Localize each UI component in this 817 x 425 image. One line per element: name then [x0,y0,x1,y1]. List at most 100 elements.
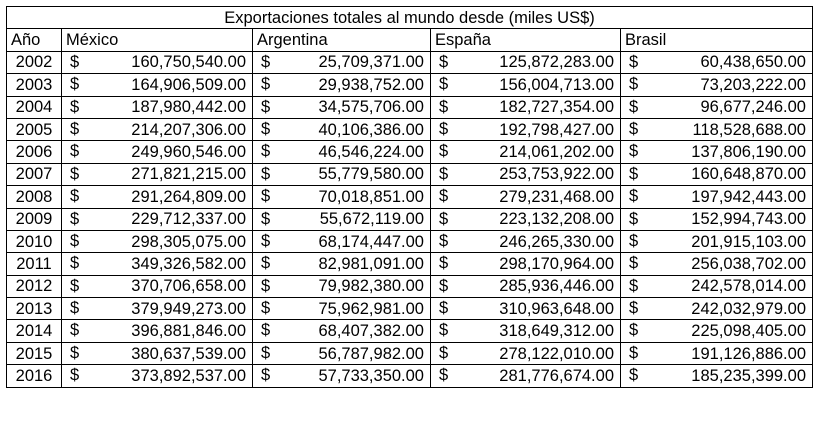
currency-symbol: $ [70,299,80,318]
mexico-value-cell[interactable]: $298,305,075.00 [61,229,253,254]
amount-value: 349,326,582.00 [131,254,246,273]
year-cell[interactable]: 2006 [6,140,62,164]
argentina-value-cell[interactable]: $82,981,091.00 [252,252,431,276]
brasil-value-cell[interactable]: $185,235,399.00 [620,364,813,388]
mexico-value-cell[interactable]: $271,821,215.00 [61,162,253,187]
year-cell[interactable]: 2003 [6,73,62,97]
brasil-value-cell[interactable]: $96,677,246.00 [620,95,813,119]
amount-value: 229,712,337.00 [131,210,246,229]
argentina-value-cell[interactable]: $55,672,119.00 [252,207,431,231]
currency-symbol: $ [439,343,449,362]
argentina-value-cell[interactable]: $55,779,580.00 [252,162,431,187]
brasil-value-cell[interactable]: $160,648,870.00 [620,162,813,187]
brasil-value-cell[interactable]: $118,528,688.00 [620,117,813,142]
amount-value: 40,106,386.00 [318,120,424,139]
argentina-value-cell[interactable]: $34,575,706.00 [252,95,431,119]
header-argentina[interactable]: Argentina [252,28,431,52]
argentina-value-cell[interactable]: $68,407,382.00 [252,319,431,343]
brasil-value-cell[interactable]: $242,578,014.00 [620,274,813,299]
espana-value-cell[interactable]: $285,936,446.00 [430,274,621,299]
espana-value-cell[interactable]: $246,265,330.00 [430,229,621,254]
year-cell[interactable]: 2011 [6,252,62,276]
currency-symbol: $ [439,366,449,385]
argentina-value-cell[interactable]: $25,709,371.00 [252,50,431,75]
argentina-value-cell[interactable]: $68,174,447.00 [252,229,431,254]
espana-value-cell[interactable]: $182,727,354.00 [430,95,621,119]
espana-value-cell[interactable]: $281,776,674.00 [430,364,621,388]
brasil-value-cell[interactable]: $201,915,103.00 [620,229,813,254]
mexico-value-cell[interactable]: $396,881,846.00 [61,319,253,343]
year-cell[interactable]: 2002 [6,50,62,75]
mexico-value-cell[interactable]: $229,712,337.00 [61,207,253,231]
mexico-value-cell[interactable]: $187,980,442.00 [61,95,253,119]
amount-value: 46,546,224.00 [318,143,424,162]
year-cell[interactable]: 2016 [6,364,62,388]
currency-symbol: $ [261,231,271,250]
brasil-value-cell[interactable]: $197,942,443.00 [620,185,813,209]
mexico-value-cell[interactable]: $160,750,540.00 [61,50,253,75]
year-cell[interactable]: 2009 [6,207,62,231]
currency-symbol: $ [439,276,449,295]
mexico-value-cell[interactable]: $349,326,582.00 [61,252,253,276]
year-cell[interactable]: 2010 [6,229,62,254]
brasil-value-cell[interactable]: $152,994,743.00 [620,207,813,231]
brasil-value-cell[interactable]: $256,038,702.00 [620,252,813,276]
table-row: 2007 $271,821,215.00 $55,779,580.00 $253,75… [6,162,813,187]
header-year[interactable]: Año [6,28,62,52]
year-cell[interactable]: 2004 [6,95,62,119]
espana-value-cell[interactable]: $318,649,312.00 [430,319,621,343]
header-mexico[interactable]: México [61,28,253,52]
argentina-value-cell[interactable]: $29,938,752.00 [252,73,431,97]
year-cell[interactable]: 2007 [6,162,62,187]
year-cell[interactable]: 2012 [6,274,62,299]
table-title[interactable]: Exportaciones totales al mundo desde (mi… [6,5,813,30]
brasil-value-cell[interactable]: $137,806,190.00 [620,140,813,164]
espana-value-cell[interactable]: $156,004,713.00 [430,73,621,97]
espana-value-cell[interactable]: $310,963,648.00 [430,297,621,321]
mexico-value-cell[interactable]: $214,207,306.00 [61,117,253,142]
amount-value: 223,132,208.00 [499,210,614,229]
year-cell[interactable]: 2014 [6,319,62,343]
espana-value-cell[interactable]: $298,170,964.00 [430,252,621,276]
espana-value-cell[interactable]: $214,061,202.00 [430,140,621,164]
espana-value-cell[interactable]: $192,798,427.00 [430,117,621,142]
brasil-value-cell[interactable]: $60,438,650.00 [620,50,813,75]
amount-value: 164,906,509.00 [131,75,246,94]
header-brasil[interactable]: Brasil [620,28,813,52]
header-row: Año México Argentina España Brasil [6,28,813,52]
mexico-value-cell[interactable]: $164,906,509.00 [61,73,253,97]
espana-value-cell[interactable]: $253,753,922.00 [430,162,621,187]
currency-symbol: $ [261,142,271,161]
year-cell[interactable]: 2015 [6,341,62,366]
currency-symbol: $ [629,231,639,250]
argentina-value-cell[interactable]: $40,106,386.00 [252,117,431,142]
year-cell[interactable]: 2008 [6,185,62,209]
mexico-value-cell[interactable]: $373,892,537.00 [61,364,253,388]
argentina-value-cell[interactable]: $57,733,350.00 [252,364,431,388]
brasil-value-cell[interactable]: $242,032,979.00 [620,297,813,321]
argentina-value-cell[interactable]: $70,018,851.00 [252,185,431,209]
argentina-value-cell[interactable]: $79,982,380.00 [252,274,431,299]
currency-symbol: $ [629,97,639,116]
currency-symbol: $ [261,254,271,273]
mexico-value-cell[interactable]: $291,264,809.00 [61,185,253,209]
year-cell[interactable]: 2005 [6,117,62,142]
brasil-value-cell[interactable]: $73,203,222.00 [620,73,813,97]
mexico-value-cell[interactable]: $249,960,546.00 [61,140,253,164]
header-espana[interactable]: España [430,28,621,52]
espana-value-cell[interactable]: $125,872,283.00 [430,50,621,75]
argentina-value-cell[interactable]: $75,962,981.00 [252,297,431,321]
currency-symbol: $ [261,321,271,340]
year-cell[interactable]: 2013 [6,297,62,321]
mexico-value-cell[interactable]: $380,637,539.00 [61,341,253,366]
espana-value-cell[interactable]: $223,132,208.00 [430,207,621,231]
currency-symbol: $ [439,97,449,116]
mexico-value-cell[interactable]: $370,706,658.00 [61,274,253,299]
espana-value-cell[interactable]: $278,122,010.00 [430,341,621,366]
argentina-value-cell[interactable]: $56,787,982.00 [252,341,431,366]
espana-value-cell[interactable]: $279,231,468.00 [430,185,621,209]
mexico-value-cell[interactable]: $379,949,273.00 [61,297,253,321]
argentina-value-cell[interactable]: $46,546,224.00 [252,140,431,164]
brasil-value-cell[interactable]: $225,098,405.00 [620,319,813,343]
brasil-value-cell[interactable]: $191,126,886.00 [620,341,813,366]
